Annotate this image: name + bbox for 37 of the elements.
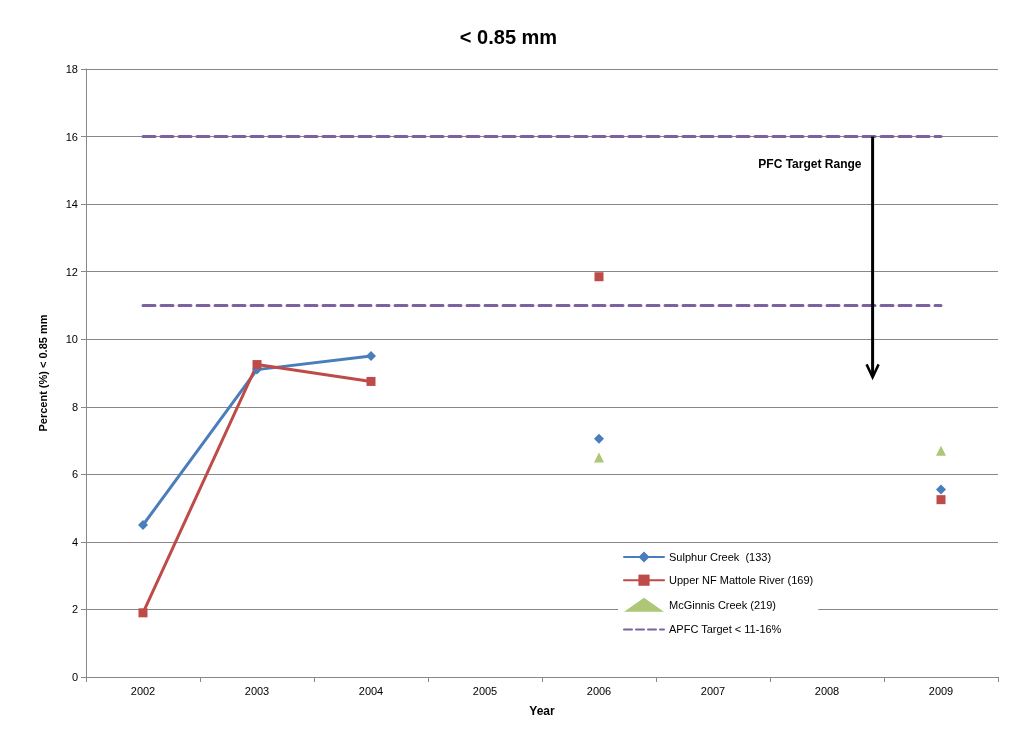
x-tick-label: 2008 bbox=[814, 684, 840, 697]
x-tick-label: 2005 bbox=[472, 684, 498, 697]
point bbox=[594, 272, 604, 282]
x-tick-label: 2006 bbox=[586, 684, 612, 697]
point bbox=[594, 452, 604, 463]
x-axis-title: Year bbox=[529, 704, 556, 718]
point bbox=[138, 608, 148, 618]
point bbox=[366, 351, 376, 362]
y-tick-label: 6 bbox=[71, 468, 78, 481]
legend-label: Sulphur Creek (133) bbox=[669, 551, 772, 563]
y-tick-label: 12 bbox=[65, 265, 78, 278]
x-tick-label: 2007 bbox=[700, 684, 726, 697]
y-tick-label: 8 bbox=[71, 400, 78, 413]
y-tick-label: 16 bbox=[65, 130, 78, 143]
point bbox=[138, 520, 148, 530]
legend-label: APFC Target < 11-16% bbox=[669, 623, 782, 636]
legend-label: McGinnis Creek (219) bbox=[669, 598, 776, 611]
point bbox=[936, 495, 946, 505]
point bbox=[366, 376, 376, 386]
point bbox=[936, 484, 946, 495]
legend-label: Upper NF Mattole River (169) bbox=[669, 574, 814, 587]
y-axis-title: Percent (%) < 0.85 mm bbox=[36, 314, 49, 432]
y-tick-label: 10 bbox=[65, 333, 78, 346]
x-tick-label: 2002 bbox=[130, 684, 156, 697]
y-tick-label: 4 bbox=[71, 535, 78, 548]
point bbox=[252, 360, 262, 370]
y-tick-label: 18 bbox=[65, 63, 78, 75]
point bbox=[594, 433, 604, 444]
x-tick-label: 2004 bbox=[358, 684, 384, 697]
chart-title: < 0.85 mm bbox=[459, 26, 558, 48]
x-tick-label: 2009 bbox=[928, 684, 954, 697]
x-tick-label: 2003 bbox=[244, 684, 270, 697]
y-tick-label: 14 bbox=[65, 198, 78, 211]
y-tick-label: 2 bbox=[71, 603, 78, 616]
point bbox=[936, 445, 946, 456]
y-tick-label: 0 bbox=[71, 671, 78, 683]
annotation: PFC Target Range bbox=[758, 156, 862, 171]
